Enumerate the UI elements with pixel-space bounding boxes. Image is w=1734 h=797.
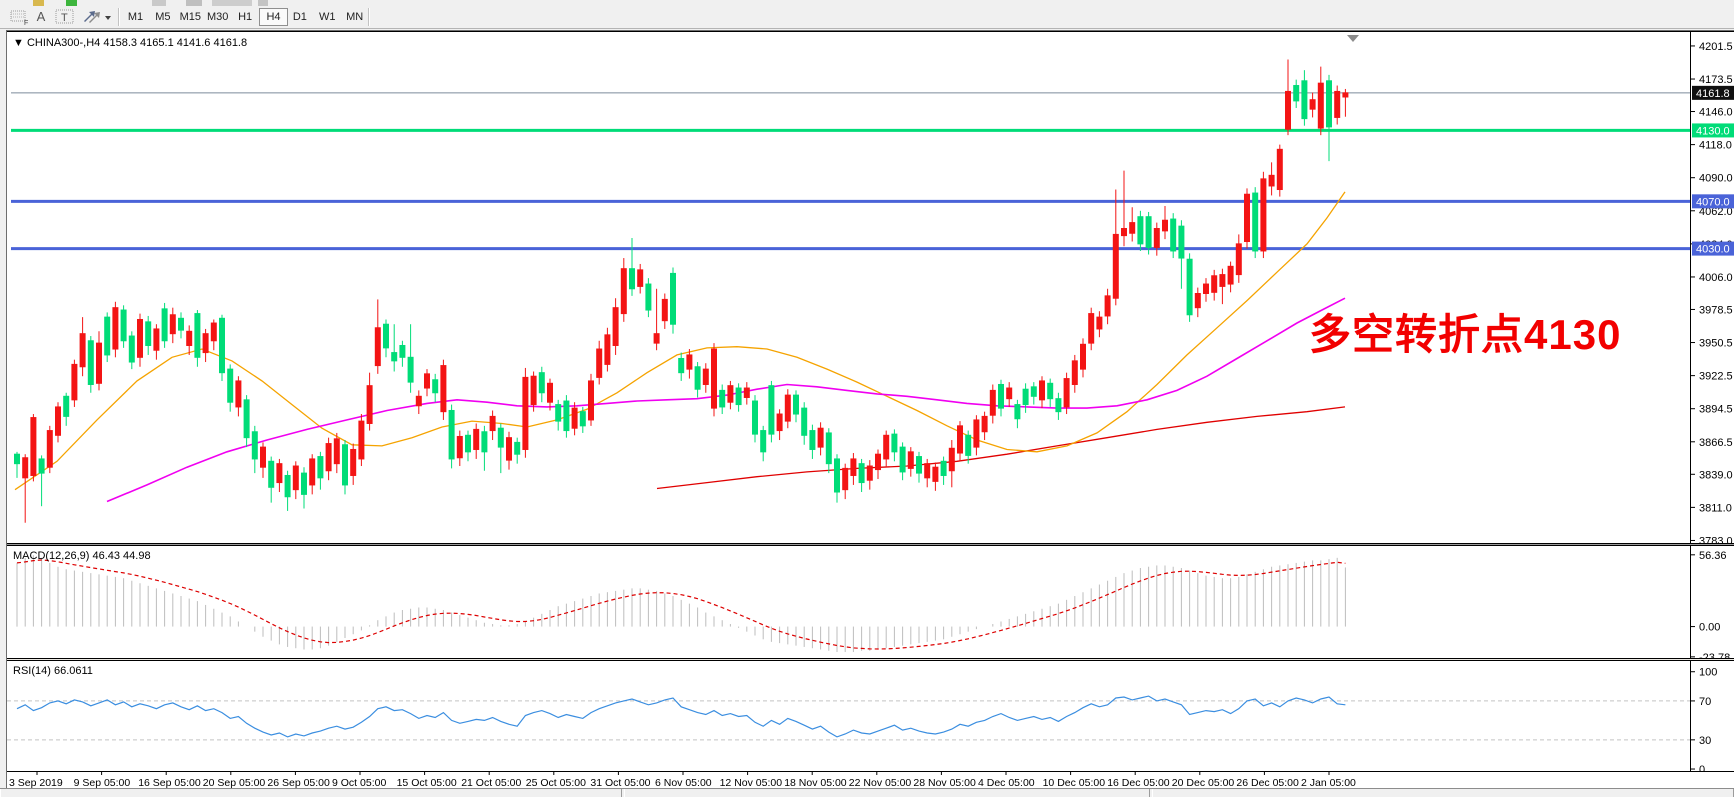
svg-text:4161.8: 4161.8 [1696, 88, 1730, 100]
svg-text:3866.5: 3866.5 [1699, 437, 1733, 449]
date-tick-label: 3 Sep 2019 [9, 777, 63, 789]
chart-toolbar: F A T M1 M5 M15 M30 H1 H4 D1 W1 MN [0, 7, 1734, 29]
timeframe-button-h4[interactable]: H4 [259, 8, 288, 26]
svg-text:0.00: 0.00 [1699, 622, 1720, 634]
macd-indicator-pane[interactable]: 56.36 0.00 -23.78 MACD(12,26,9) 46.43 44.98 [7, 545, 1734, 659]
price-chart-pane[interactable]: 4201.54173.54146.04118.04090.04062.04034… [7, 31, 1734, 544]
date-tick-label: 10 Dec 05:00 [1043, 777, 1106, 789]
clipped-icon [186, 0, 202, 6]
status-segment [0, 789, 622, 797]
svg-text:30: 30 [1699, 735, 1711, 747]
svg-text:3811.0: 3811.0 [1699, 502, 1732, 514]
grid-snap-icon[interactable]: F [8, 8, 30, 26]
svg-text:100: 100 [1699, 667, 1717, 679]
svg-text:4118.0: 4118.0 [1699, 140, 1732, 152]
clipped-icon [258, 0, 268, 6]
clipped-icon [66, 0, 77, 6]
svg-text:4201.5: 4201.5 [1699, 41, 1733, 53]
toolbar-separator [118, 8, 120, 26]
svg-text:56.36: 56.36 [1699, 550, 1727, 562]
timeframe-button-d1[interactable]: D1 [292, 11, 307, 23]
clipped-toolbar-strip [0, 0, 1734, 7]
toolbar-separator [368, 8, 370, 26]
svg-text:3783.0: 3783.0 [1699, 535, 1733, 544]
text-box-icon[interactable]: T [54, 8, 76, 26]
status-bar [0, 788, 1734, 797]
svg-text:70: 70 [1699, 696, 1711, 708]
clipped-icon [212, 0, 252, 6]
svg-text:4070.0: 4070.0 [1696, 196, 1730, 208]
autoscroll-marker-icon[interactable] [1347, 35, 1359, 42]
svg-text:F: F [24, 20, 28, 26]
svg-text:0: 0 [1699, 764, 1705, 772]
date-tick-label: 26 Sep 05:00 [267, 777, 330, 789]
date-tick-label: 20 Sep 05:00 [203, 777, 266, 789]
timeframe-button-m1[interactable]: M1 [127, 11, 144, 23]
date-tick-label: 16 Sep 05:00 [138, 777, 201, 789]
price-badge-4161.8 [1692, 85, 1734, 100]
timeframe-button-m5[interactable]: M5 [155, 11, 171, 23]
date-tick-label: 31 Oct 05:00 [590, 777, 650, 789]
timeframe-button-m30[interactable]: M30 [206, 11, 229, 23]
macd-label: MACD(12,26,9) 46.43 44.98 [13, 550, 151, 562]
chart-title: ▼ CHINA300-,H4 4158.3 4165.1 4141.6 4161… [13, 37, 247, 49]
date-tick-label: 2 Jan 05:00 [1301, 777, 1356, 789]
drawing-tools-icon[interactable] [80, 8, 112, 26]
svg-text:4173.5: 4173.5 [1699, 74, 1733, 86]
date-tick-label: 9 Oct 05:00 [332, 777, 386, 789]
date-tick-label: 4 Dec 05:00 [978, 777, 1035, 789]
svg-text:-23.78: -23.78 [1699, 652, 1730, 659]
status-segment [624, 789, 1150, 797]
date-tick-label: 28 Nov 05:00 [913, 777, 976, 789]
svg-text:4030.0: 4030.0 [1696, 244, 1730, 256]
date-tick-label: 21 Oct 05:00 [461, 777, 521, 789]
date-tick-label: 6 Nov 05:00 [655, 777, 712, 789]
svg-text:3950.5: 3950.5 [1699, 338, 1733, 350]
date-axis[interactable]: 3 Sep 2019 9 Sep 05:00 16 Sep 05:00 20 Sep … [7, 772, 1734, 790]
date-tick-label: 18 Nov 05:00 [784, 777, 847, 789]
svg-text:4062.0: 4062.0 [1699, 206, 1733, 218]
date-tick-label: 15 Oct 05:00 [397, 777, 457, 789]
svg-text:4146.0: 4146.0 [1699, 107, 1733, 119]
date-tick-label: 20 Dec 05:00 [1172, 777, 1235, 789]
date-tick-label: 9 Sep 05:00 [74, 777, 131, 789]
timeframe-button-h1[interactable]: H1 [238, 11, 253, 23]
date-tick-label: 25 Oct 05:00 [526, 777, 586, 789]
price-badge-4070.0 [1692, 194, 1734, 209]
timeframe-button-w1[interactable]: W1 [319, 11, 336, 23]
status-segment [1152, 789, 1734, 797]
svg-text:3978.5: 3978.5 [1699, 304, 1733, 316]
svg-text:4090.0: 4090.0 [1699, 173, 1733, 185]
svg-text:4006.0: 4006.0 [1699, 272, 1733, 284]
price-badge-4030.0 [1692, 241, 1734, 256]
date-tick-label: 16 Dec 05:00 [1107, 777, 1170, 789]
rsi-label: RSI(14) 66.0611 [13, 665, 93, 677]
rsi-indicator-pane[interactable]: 100 70 30 0 RSI(14) 66.0611 [7, 660, 1734, 772]
chart-annotation: 多空转折点4130 [1309, 311, 1622, 358]
text-label-icon[interactable]: A [36, 9, 46, 24]
svg-text:3839.0: 3839.0 [1699, 469, 1733, 481]
svg-text:3894.5: 3894.5 [1699, 404, 1733, 416]
clipped-icon [33, 0, 44, 6]
date-tick-label: 26 Dec 05:00 [1236, 777, 1299, 789]
date-tick-label: 22 Nov 05:00 [849, 777, 912, 789]
svg-text:4130.0: 4130.0 [1696, 125, 1730, 137]
price-badge-4130.0 [1692, 123, 1734, 138]
timeframe-button-mn[interactable]: MN [346, 11, 364, 23]
clipped-icon [152, 0, 166, 6]
date-tick-label: 12 Nov 05:00 [720, 777, 783, 789]
svg-text:T: T [61, 12, 68, 24]
timeframe-button-m15[interactable]: M15 [179, 11, 201, 23]
chart-window: 4201.54173.54146.04118.04090.04062.04034… [6, 30, 1734, 797]
svg-text:3922.5: 3922.5 [1699, 371, 1733, 383]
